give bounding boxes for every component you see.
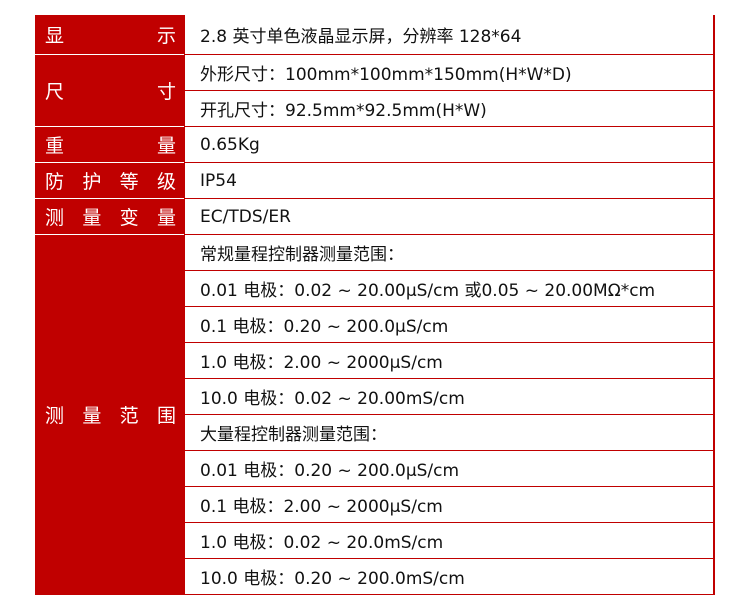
label-char: 围 — [156, 405, 176, 428]
spec-row: 开孔尺寸：92.5mm*92.5mm(H*W) — [35, 90, 715, 127]
label-char: 量 — [156, 207, 176, 229]
spec-value: IP54 — [184, 162, 715, 199]
spec-row: 显示 2.8 英寸单色液晶显示屏，分辨率 128*64 — [35, 15, 715, 55]
spec-value: 常规量程控制器测量范围： — [184, 234, 715, 271]
spec-row: 测量范围常规量程控制器测量范围： — [35, 234, 715, 595]
label-char: 量 — [82, 207, 102, 229]
spec-label: 尺寸 — [35, 54, 185, 127]
label-char: 范 — [119, 405, 139, 428]
spec-label: 防护等级 — [35, 162, 185, 199]
spec-value: 0.01 电极：0.02 ~ 20.00μS/cm 或0.05 ~ 20.00M… — [184, 270, 715, 307]
label-char: 显 — [45, 25, 65, 47]
label-char: 尺 — [45, 81, 65, 103]
spec-table: 显示 2.8 英寸单色液晶显示屏，分辨率 128*64 尺寸外形尺寸：100mm*1… — [35, 15, 715, 595]
label-char: 等 — [119, 171, 139, 193]
spec-row: 10.0 电极：0.20 ~ 200.0mS/cm — [35, 558, 715, 595]
label-char: 变 — [119, 207, 139, 229]
label-char: 量 — [82, 405, 102, 428]
spec-label: 重量 — [35, 126, 185, 163]
label-char: 测 — [45, 207, 65, 229]
spec-label: 测量范围 — [35, 234, 185, 595]
spec-value: 外形尺寸：100mm*100mm*150mm(H*W*D) — [184, 54, 715, 91]
spec-value: 0.1 电极：2.00 ~ 2000μS/cm — [184, 486, 715, 523]
spec-value: 0.01 电极：0.20 ~ 200.0μS/cm — [184, 450, 715, 487]
spec-row: 0.01 电极：0.20 ~ 200.0μS/cm — [35, 450, 715, 487]
spec-value: 1.0 电极：2.00 ~ 2000μS/cm — [184, 342, 715, 379]
spec-label: 显示 — [35, 15, 185, 55]
spec-label: 测量变量 — [35, 198, 185, 235]
label-char: 重 — [45, 135, 65, 157]
label-char: 护 — [82, 171, 102, 193]
label-char: 示 — [156, 25, 176, 47]
spec-row: 防护等级 IP54 — [35, 162, 715, 199]
spec-row: 0.1 电极：0.20 ~ 200.0μS/cm — [35, 306, 715, 343]
label-char: 寸 — [156, 81, 176, 103]
spec-value: 10.0 电极：0.02 ~ 20.00mS/cm — [184, 378, 715, 415]
spec-value: 大量程控制器测量范围： — [184, 414, 715, 451]
spec-value: 开孔尺寸：92.5mm*92.5mm(H*W) — [184, 90, 715, 127]
spec-value: 10.0 电极：0.20 ~ 200.0mS/cm — [184, 558, 715, 595]
spec-value: 0.1 电极：0.20 ~ 200.0μS/cm — [184, 306, 715, 343]
spec-row: 重量 0.65Kg — [35, 126, 715, 163]
spec-value: 1.0 电极：0.02 ~ 20.0mS/cm — [184, 522, 715, 559]
spec-row: 大量程控制器测量范围： — [35, 414, 715, 451]
spec-row: 1.0 电极：2.00 ~ 2000μS/cm — [35, 342, 715, 379]
spec-row: 尺寸外形尺寸：100mm*100mm*150mm(H*W*D) — [35, 54, 715, 127]
spec-value: 0.65Kg — [184, 126, 715, 163]
spec-row: 1.0 电极：0.02 ~ 20.0mS/cm — [35, 522, 715, 559]
spec-row: 0.1 电极：2.00 ~ 2000μS/cm — [35, 486, 715, 523]
spec-row: 测量变量 EC/TDS/ER — [35, 198, 715, 235]
spec-value: EC/TDS/ER — [184, 198, 715, 235]
label-char: 防 — [45, 171, 65, 193]
spec-row: 0.01 电极：0.02 ~ 20.00μS/cm 或0.05 ~ 20.00M… — [35, 270, 715, 307]
spec-value: 2.8 英寸单色液晶显示屏，分辨率 128*64 — [184, 15, 715, 55]
label-char: 测 — [45, 405, 65, 428]
label-char: 级 — [156, 171, 176, 193]
label-char: 量 — [156, 135, 176, 157]
spec-row: 10.0 电极：0.02 ~ 20.00mS/cm — [35, 378, 715, 415]
